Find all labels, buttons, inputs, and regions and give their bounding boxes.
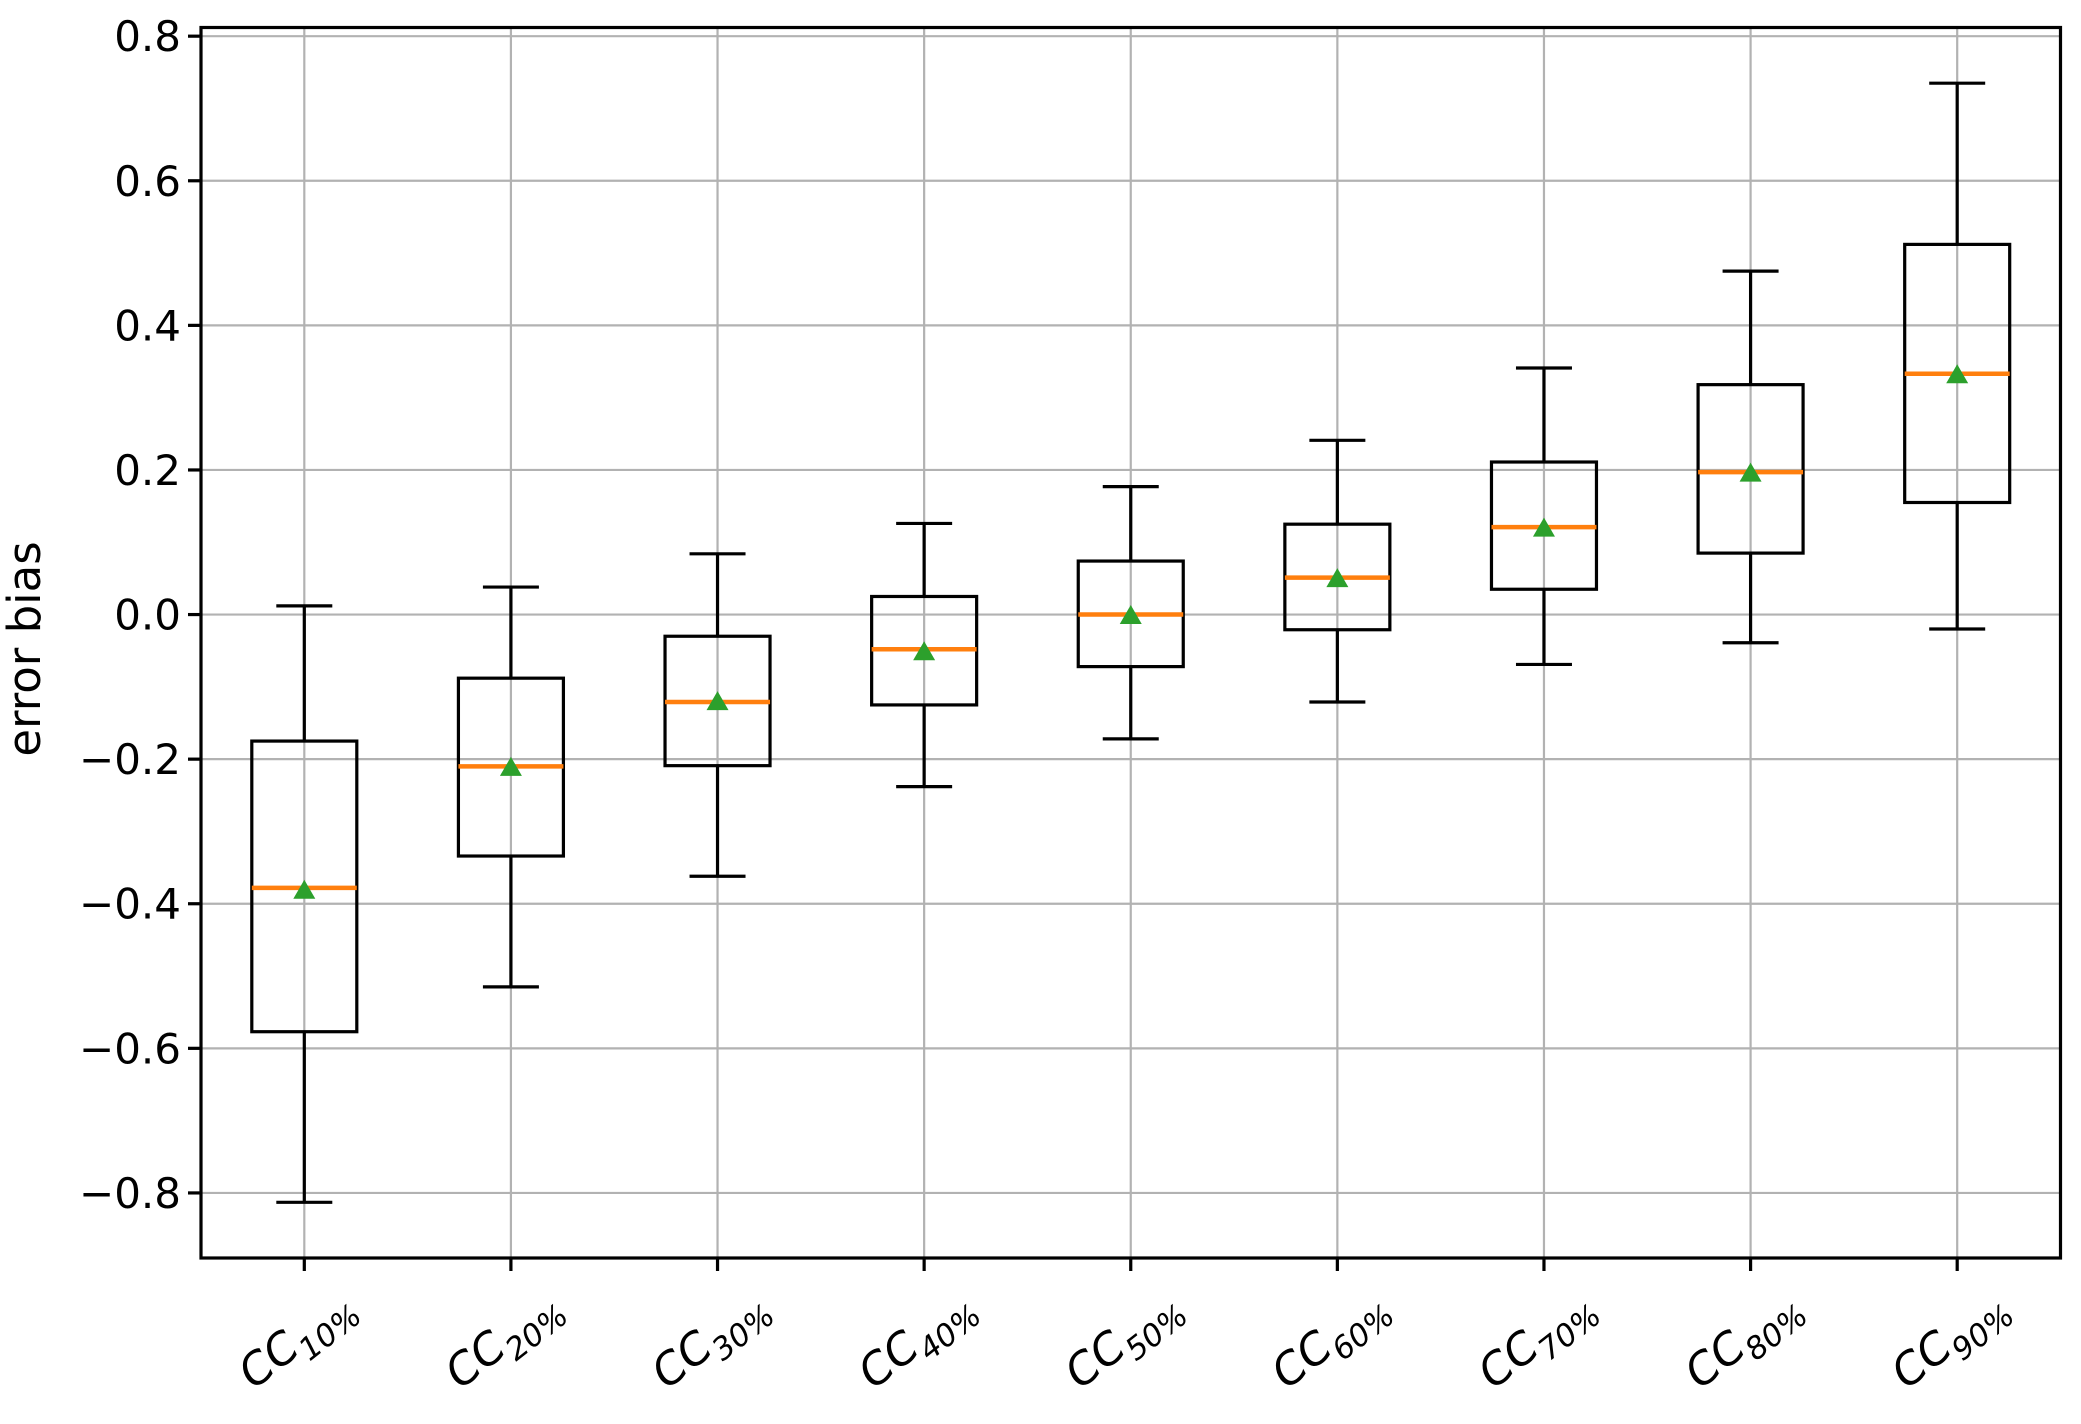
x-tick-label: CC70% — [1469, 1278, 1609, 1406]
x-tick-label: CC10% — [229, 1278, 369, 1406]
x-tick-label-prefix: CC — [1262, 1321, 1342, 1399]
x-tick-label-prefix: CC — [1469, 1321, 1549, 1399]
mean-triangle-marker — [706, 691, 729, 711]
y-tick-label: −0.6 — [79, 1024, 181, 1073]
box-group — [663, 552, 772, 878]
mean-triangle-marker — [1326, 568, 1349, 588]
box-group — [1903, 81, 2012, 631]
mean-triangle-marker — [1532, 517, 1555, 537]
mean-triangle-marker — [1946, 364, 1969, 384]
x-tick-label: CC20% — [436, 1278, 576, 1406]
x-tick-label: CC30% — [642, 1278, 782, 1406]
box-group — [456, 585, 566, 989]
gridlines — [201, 27, 2061, 1258]
y-axis-label: error bias — [0, 541, 51, 756]
x-tick-label: CC80% — [1675, 1278, 1815, 1406]
x-tick-label-prefix: CC — [1675, 1321, 1755, 1399]
y-tick-label: 0.8 — [114, 12, 181, 61]
x-tick-label-prefix: CC — [849, 1321, 929, 1399]
x-tick-label: CC90% — [1882, 1278, 2022, 1406]
box-group — [250, 604, 359, 1204]
y-tick-label: 0.6 — [114, 157, 181, 206]
mean-triangle-marker — [499, 756, 522, 776]
y-tick-label: −0.8 — [79, 1169, 181, 1218]
y-tick-label: −0.4 — [79, 880, 181, 929]
x-tick-label: CC60% — [1262, 1278, 1402, 1406]
mean-triangle-marker — [1119, 605, 1142, 625]
y-tick-label: −0.2 — [79, 735, 181, 784]
x-tick-label-prefix: CC — [642, 1321, 722, 1399]
x-tick-label-prefix: CC — [1882, 1321, 1962, 1399]
x-tick-label-prefix: CC — [436, 1321, 516, 1399]
mean-triangle-marker — [913, 641, 936, 661]
x-tick-label: CC40% — [849, 1278, 989, 1406]
box-group — [1076, 484, 1185, 741]
y-tick-label: 0.0 — [114, 591, 181, 640]
box-group — [1696, 269, 1805, 645]
x-tick-label-prefix: CC — [229, 1321, 309, 1399]
plot-boxes — [250, 81, 2012, 1204]
y-tick-label: 0.4 — [114, 301, 181, 350]
y-tick-label: 0.2 — [114, 446, 181, 495]
axes: −0.8 −0.6 −0.4 −0.2 0.0 0.2 0.4 0.6 0.8 CC10% CC20… — [79, 12, 2063, 1406]
x-tick-label-prefix: CC — [1055, 1321, 1135, 1399]
box-rect — [1696, 383, 1805, 555]
box-group — [1489, 366, 1599, 667]
box-group — [870, 521, 979, 789]
box-group — [1283, 438, 1392, 704]
mean-triangle-marker — [1739, 462, 1762, 482]
x-tick-label: CC50% — [1055, 1278, 1195, 1406]
mean-triangle-marker — [293, 879, 316, 899]
